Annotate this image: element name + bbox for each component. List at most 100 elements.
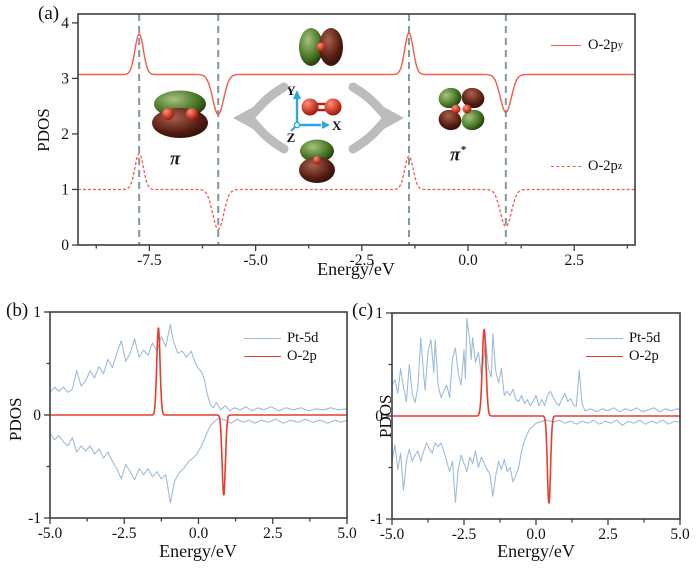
oxygen-atom [451, 104, 461, 114]
legend-item-o2p-c: O-2p [586, 348, 659, 365]
panel-a-xlabel: Energy/eV [317, 259, 395, 279]
legend-label: O-2p [588, 37, 618, 53]
y-tick-label: 1 [33, 304, 41, 321]
legend-line-dashed [551, 166, 581, 167]
chart-b: -5.0 -2.5 0.0 2.5 5.0 -1 0 1 [28, 304, 357, 542]
guide-lines [138, 14, 507, 245]
orbital-lobe [299, 157, 335, 183]
chart-c: -5.0 -2.5 0.0 2.5 5.0 -1 0 1 [370, 305, 690, 543]
y-tick-label: 1 [61, 181, 69, 198]
legend-item-o2p-b: O-2p [244, 348, 317, 365]
orbital-lobe [319, 28, 343, 66]
y-tick-label: 2 [61, 126, 69, 143]
x-tick-label: -5.0 [243, 252, 268, 269]
panel-a-plot: -7.5 -5.0 -2.5 0.0 2.5 0 1 2 3 4 Y X Z [61, 13, 636, 269]
panel-b-label: (b) [6, 300, 29, 321]
series-group [392, 317, 680, 504]
py-orbital-image [299, 139, 335, 183]
pi-star-annotation: π* [450, 144, 466, 166]
series-O-2pz [78, 152, 635, 231]
legend-item-o2pz: O-2p z [551, 158, 622, 175]
panel-a-ylabel: PDOS [34, 108, 53, 152]
legend-item-pt5d-b: Pt-5d [244, 330, 318, 347]
branch-arrow-right [348, 82, 404, 154]
legend-label: O-2p [588, 158, 618, 174]
oxygen-atom [324, 98, 342, 116]
oxygen-atom [162, 108, 174, 120]
x-tick-label: -2.5 [452, 526, 477, 543]
oxygen-atom [186, 108, 198, 120]
pi-star-orbital-image [438, 87, 485, 131]
pi-annotation: π [170, 148, 181, 170]
panel-b-plot: -5.0 -2.5 0.0 2.5 5.0 -1 0 1 [28, 304, 357, 542]
x-tick-label: -2.5 [350, 252, 375, 269]
pi-orbital-image [152, 90, 208, 138]
legend-line-o2p [586, 356, 623, 357]
y-tick-label: 4 [61, 15, 69, 32]
branch-arrow-left [233, 82, 289, 154]
legend-line-solid [551, 45, 581, 46]
x-tick-label: -5.0 [380, 526, 405, 543]
axis-z-label: Z [287, 130, 296, 145]
series-group [50, 323, 347, 504]
orbital-lobe [438, 109, 462, 131]
series-Pt-5d [50, 417, 347, 504]
series-group [78, 32, 635, 231]
coordinate-triad: Y X Z [286, 83, 342, 145]
orbital-lobe [438, 87, 462, 109]
panel-a-label: (a) [38, 3, 60, 24]
x-tick-label: 2.5 [565, 252, 585, 269]
oxygen-atom [313, 156, 321, 164]
y-tick-label: -1 [370, 511, 383, 528]
panel-c-xlabel: Energy/eV [497, 541, 575, 561]
axis-ticks [44, 311, 348, 524]
panel-b-ylabel: PDOS [6, 397, 25, 441]
y-tick-label: -1 [28, 510, 41, 527]
oxygen-atom [462, 104, 472, 114]
orbital-lobe [461, 109, 485, 131]
x-tick-label: -2.5 [112, 525, 137, 542]
legend-label: O-2p [287, 348, 317, 364]
x-tick-label: 5.0 [337, 525, 357, 542]
y-tick-label: 1 [375, 305, 383, 322]
orbital-lobe [299, 28, 323, 66]
axis-y-label: Y [286, 83, 296, 98]
axis-ticks [386, 312, 681, 525]
legend-label: O-2p [629, 348, 659, 364]
panel-c-label: (c) [352, 300, 374, 321]
x-tick-label: 5.0 [670, 526, 690, 543]
x-tick-label: -5.0 [38, 525, 63, 542]
legend-line-o2p [244, 356, 281, 357]
y-tick-label: 0 [61, 237, 69, 254]
legend-label: Pt-5d [287, 330, 319, 346]
plot-frame [77, 13, 636, 246]
legend-line-pt5d [244, 338, 281, 339]
x-tick-label: -7.5 [137, 252, 162, 269]
oxygen-atom [301, 98, 319, 116]
series-Pt-5d [50, 323, 347, 412]
x-tick-label: 0.0 [458, 252, 478, 269]
oxygen-atom [316, 42, 326, 52]
series-O-2p [50, 327, 347, 496]
o2-molecule [301, 98, 342, 116]
x-tick-label: 2.5 [598, 526, 618, 543]
panel-b-xlabel: Energy/eV [159, 541, 237, 561]
axis-x-label: X [332, 118, 342, 133]
tick-labels: -5.0 -2.5 0.0 2.5 5.0 -1 0 1 [28, 304, 357, 542]
x-tick-label: 2.5 [263, 525, 283, 542]
y-tick-label: 3 [61, 70, 69, 87]
series-Pt-5d [392, 317, 680, 413]
y-tick-label: 0 [375, 408, 383, 425]
panel-c-plot: -5.0 -2.5 0.0 2.5 5.0 -1 0 1 [370, 305, 690, 543]
tick-labels: -7.5 -5.0 -2.5 0.0 2.5 0 1 2 3 4 [61, 15, 584, 269]
legend-item-pt5d-c: Pt-5d [586, 330, 660, 347]
panel-c-ylabel: PDOS [376, 394, 395, 438]
px-orbital-image [299, 28, 343, 66]
panel-a-decorations: Y X Z [152, 28, 485, 183]
chart-a: -7.5 -5.0 -2.5 0.0 2.5 0 1 2 3 4 [61, 13, 636, 269]
y-tick-label: 0 [33, 407, 41, 424]
series-O-2p [392, 328, 680, 504]
series-O-2py [78, 32, 635, 116]
series-Pt-5d [392, 419, 680, 504]
